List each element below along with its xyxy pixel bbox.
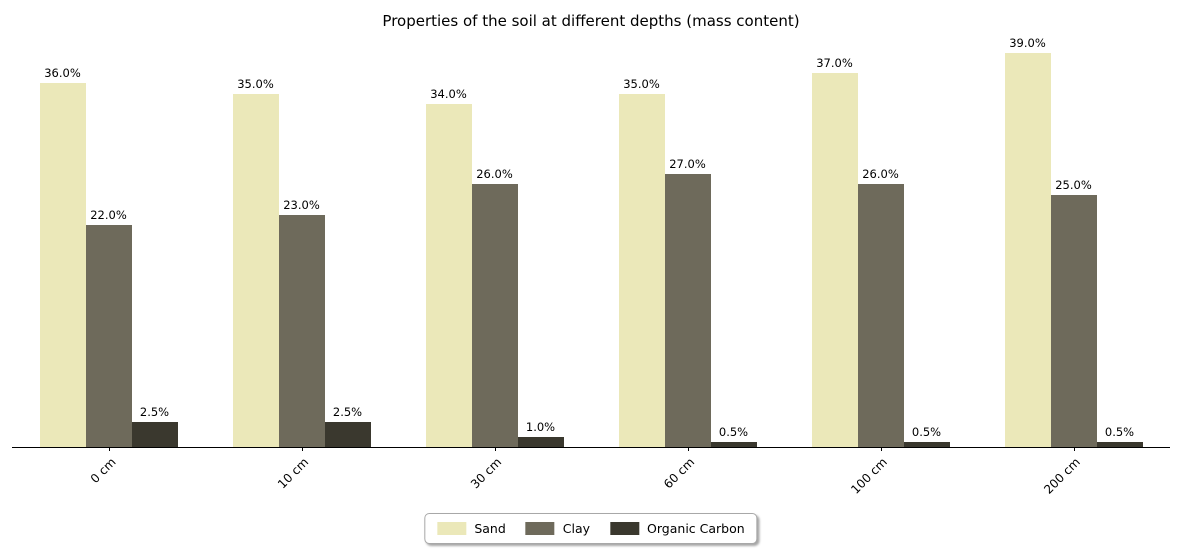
x-tick-label-200-cm: 200 cm [1041, 455, 1084, 497]
bar-value-label: 39.0% [1009, 36, 1046, 51]
x-tick-label-30-cm: 30 cm [468, 455, 505, 492]
bar-clay-100-cm: 26.0% [857, 167, 904, 447]
bar-value-label: 0.5% [718, 424, 749, 439]
bar-group-10-cm: 35.0% 23.0% 2.5% 10 cm [205, 40, 398, 491]
legend-label-clay: Clay [562, 521, 591, 536]
bar-sand-0-cm: 36.0% [39, 66, 86, 447]
bar-value-label: 23.0% [283, 197, 320, 212]
bar-value-label: 0.5% [1104, 424, 1135, 439]
bar-organic-carbon-30-cm: 1.0% [517, 420, 564, 447]
bar-value-label: 26.0% [862, 167, 899, 182]
x-axis-tick [108, 447, 110, 451]
bar-value-label: 0.5% [911, 424, 942, 439]
bar-sand-10-cm: 35.0% [232, 77, 279, 447]
bar-clay-200-cm: 25.0% [1050, 178, 1097, 447]
x-axis-tick [1073, 447, 1075, 451]
bar-clay-60-cm: 27.0% [664, 157, 711, 447]
x-tick-label-0-cm: 0 cm [87, 455, 119, 486]
bar-value-label: 26.0% [476, 167, 513, 182]
bar-sand-30-cm: 34.0% [425, 87, 472, 447]
legend-item-organic-carbon: Organic Carbon [610, 521, 745, 536]
x-axis-tick [494, 447, 496, 451]
bar-value-label: 34.0% [430, 86, 467, 101]
bar-value-label: 25.0% [1055, 177, 1092, 192]
legend-swatch-organic-carbon [610, 522, 640, 535]
bar-clay-0-cm: 22.0% [85, 208, 132, 447]
x-axis-tick [301, 447, 303, 451]
legend-item-sand: Sand [437, 521, 506, 536]
bar-group-200-cm: 39.0% 25.0% 0.5% 200 cm [977, 36, 1170, 497]
bar-organic-carbon-60-cm: 0.5% [710, 425, 757, 447]
bar-sand-60-cm: 35.0% [618, 77, 665, 447]
bar-sand-200-cm: 39.0% [1004, 36, 1051, 447]
legend-label-organic-carbon: Organic Carbon [647, 521, 745, 536]
bar-organic-carbon-10-cm: 2.5% [324, 405, 371, 447]
bar-value-label: 36.0% [44, 66, 81, 81]
bar-value-label: 37.0% [816, 56, 853, 71]
chart-title: Properties of the soil at different dept… [382, 12, 800, 30]
bar-group-60-cm: 35.0% 27.0% 0.5% 60 cm [591, 40, 784, 491]
x-tick-label-60-cm: 60 cm [661, 455, 698, 492]
bar-organic-carbon-0-cm: 2.5% [131, 405, 178, 447]
bar-group-30-cm: 34.0% 26.0% 1.0% 30 cm [398, 40, 591, 491]
x-axis-tick [880, 447, 882, 451]
legend-label-sand: Sand [474, 521, 506, 536]
legend-swatch-clay [525, 522, 555, 535]
bar-organic-carbon-200-cm: 0.5% [1096, 425, 1143, 447]
bar-value-label: 35.0% [237, 76, 274, 91]
bar-group-0-cm: 36.0% 22.0% 2.5% 0 cm [12, 40, 205, 486]
x-axis-tick [687, 447, 689, 451]
bar-value-label: 22.0% [90, 207, 127, 222]
bar-clay-30-cm: 26.0% [471, 167, 518, 447]
plot-area: 36.0% 22.0% 2.5% 0 cm 35.0% 23.0% 2.5% 10 cm 34.… [12, 36, 1170, 497]
legend: Sand Clay Organic Carbon [424, 513, 758, 544]
bar-value-label: 27.0% [669, 157, 706, 172]
bar-value-label: 2.5% [139, 404, 170, 419]
legend-swatch-sand [437, 522, 467, 535]
bar-clay-10-cm: 23.0% [278, 198, 325, 447]
x-tick-label-10-cm: 10 cm [275, 455, 312, 492]
bar-value-label: 35.0% [623, 76, 660, 91]
bar-value-label: 2.5% [332, 404, 363, 419]
bar-organic-carbon-100-cm: 0.5% [903, 425, 950, 447]
x-tick-label-100-cm: 100 cm [848, 455, 891, 497]
bar-group-100-cm: 37.0% 26.0% 0.5% 100 cm [784, 40, 977, 497]
legend-item-clay: Clay [525, 521, 591, 536]
bar-sand-100-cm: 37.0% [811, 56, 858, 447]
bar-value-label: 1.0% [525, 419, 556, 434]
